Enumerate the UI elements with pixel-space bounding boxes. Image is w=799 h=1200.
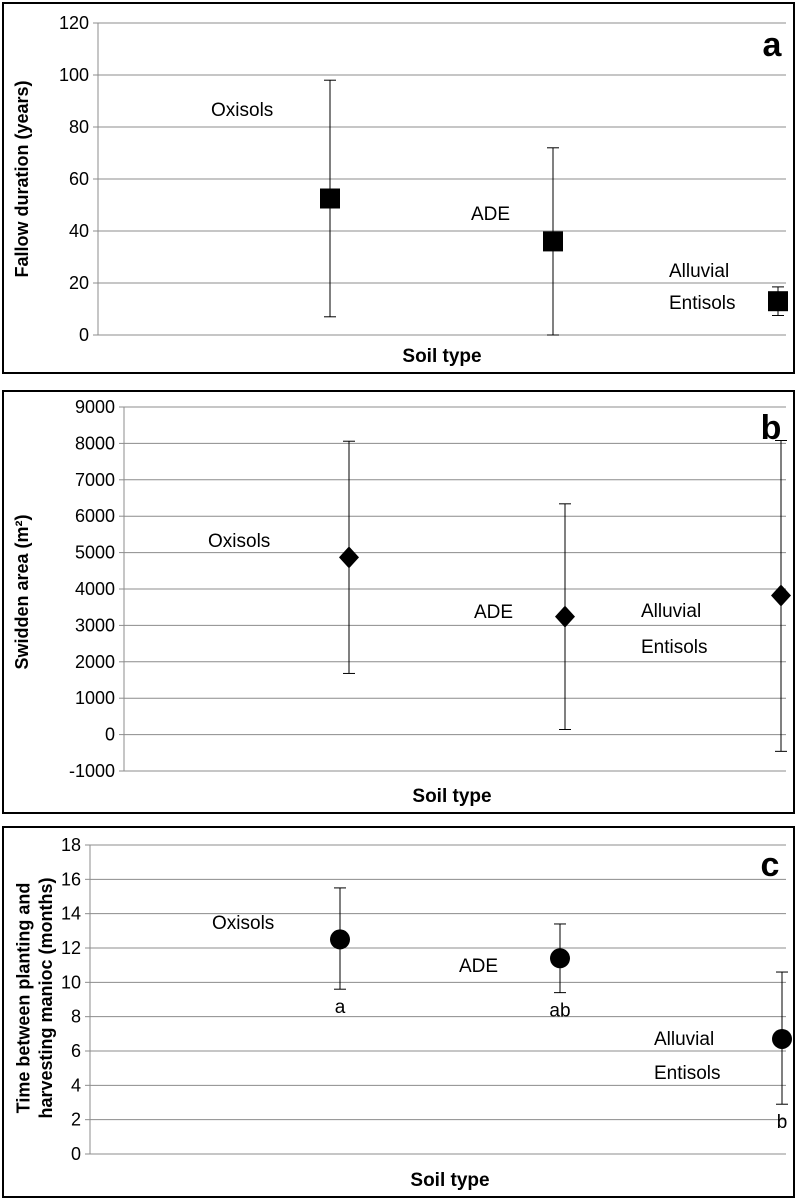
significance-letter: ab: [549, 1001, 570, 1022]
category-label-line: Alluvial: [669, 261, 729, 282]
y-tick-label: 1000: [75, 688, 115, 708]
y-tick-label: 6000: [75, 506, 115, 526]
y-tick-label: 7000: [75, 470, 115, 490]
y-tick-label: 12: [61, 938, 81, 958]
category-label-line: Entisols: [654, 1063, 721, 1084]
y-tick-label: 80: [69, 117, 89, 137]
data-point-diamond: [555, 605, 575, 628]
y-tick-label: 2000: [75, 652, 115, 672]
y-tick-label: 18: [61, 835, 81, 855]
panel-a: 0 20 40 60 80 100 120 Fallow duration (years) So…: [2, 2, 795, 374]
category-label: Alluvial Entisols: [641, 601, 708, 658]
y-axis-label: Time between planting and harvesting mani…: [13, 877, 56, 1118]
y-tick-label: 2: [71, 1110, 81, 1130]
category-label-line: Entisols: [641, 637, 708, 658]
category-label: Oxisols: [212, 913, 274, 934]
panel-letter: b: [761, 409, 782, 447]
y-tick-label: 3000: [75, 615, 115, 635]
y-tick-label: 8: [71, 1007, 81, 1027]
y-tick-label: -1000: [69, 761, 115, 781]
y-tick-label: 0: [79, 325, 89, 345]
category-label: Alluvial Entisols: [669, 261, 736, 314]
y-tick-label: 14: [61, 904, 81, 924]
y-axis-label-line: harvesting manioc (months): [36, 877, 56, 1118]
panel-c: 0 2 4 6 8 10 12 14 16 18 Time between planting and…: [2, 826, 795, 1198]
data-point-diamond: [339, 546, 359, 569]
x-axis-label: Soil type: [412, 786, 491, 807]
category-label-line: Alluvial: [641, 601, 701, 622]
chart-b: -1000 0 1000 2000 3000 4000 5000 6000 7000 8000 90…: [12, 397, 791, 807]
x-axis-label: Soil type: [402, 346, 481, 367]
data-point-square: [768, 291, 788, 312]
category-label: Oxisols: [211, 100, 273, 121]
y-axis-label: Swidden area (m²): [12, 514, 32, 669]
data-point-circle: [550, 948, 570, 969]
category-label: Oxisols: [208, 531, 270, 552]
category-label: ADE: [471, 204, 510, 225]
y-axis-label: Fallow duration (years): [12, 80, 32, 277]
y-tick-label: 100: [59, 65, 89, 85]
y-tick-label: 40: [69, 221, 89, 241]
y-tick-label: 0: [105, 725, 115, 745]
chart-a: 0 20 40 60 80 100 120 Fallow duration (years) So…: [12, 13, 788, 367]
y-tick-label: 8000: [75, 433, 115, 453]
category-label-line: Entisols: [669, 293, 736, 314]
data-point-square: [543, 231, 563, 252]
y-axis-label-line: Time between planting and: [13, 883, 33, 1114]
y-tick-label: 10: [61, 972, 81, 992]
category-label: ADE: [459, 956, 498, 977]
data-point-circle: [772, 1028, 792, 1049]
category-label-line: Alluvial: [654, 1029, 714, 1050]
category-label: ADE: [474, 602, 513, 623]
y-tick-label: 0: [71, 1144, 81, 1164]
y-tick-label: 60: [69, 169, 89, 189]
chart-c: 0 2 4 6 8 10 12 14 16 18 Time between planting and…: [13, 835, 792, 1191]
y-tick-label: 120: [59, 13, 89, 33]
x-axis-label: Soil type: [410, 1170, 489, 1191]
y-tick-label: 5000: [75, 543, 115, 563]
significance-letter: a: [335, 997, 346, 1018]
y-tick-label: 4000: [75, 579, 115, 599]
data-point-circle: [330, 929, 350, 950]
y-tick-label: 16: [61, 869, 81, 889]
y-tick-label: 9000: [75, 397, 115, 417]
y-tick-label: 6: [71, 1041, 81, 1061]
panel-letter: c: [761, 846, 780, 884]
y-tick-label: 4: [71, 1075, 81, 1095]
panel-letter: a: [763, 26, 783, 64]
significance-letter: b: [777, 1112, 788, 1133]
panel-b: -1000 0 1000 2000 3000 4000 5000 6000 7000 8000 90…: [2, 390, 795, 814]
data-point-diamond: [771, 584, 791, 607]
data-point-square: [320, 188, 340, 209]
y-tick-label: 20: [69, 273, 89, 293]
category-label: Alluvial Entisols: [654, 1029, 721, 1084]
